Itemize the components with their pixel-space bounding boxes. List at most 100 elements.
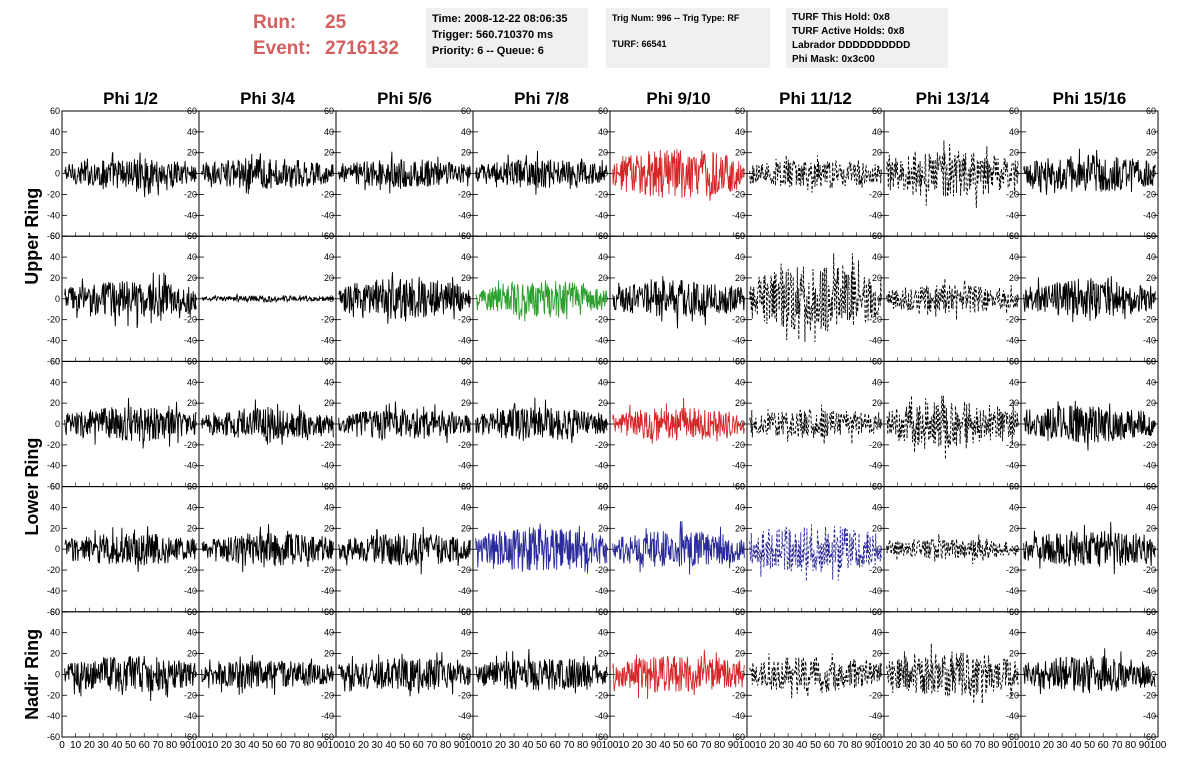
x-tick-label: 40 bbox=[1070, 740, 1082, 751]
y-tick-label: 60 bbox=[187, 607, 197, 617]
y-tick-label: 60 bbox=[872, 106, 882, 116]
y-tick-label: 40 bbox=[187, 127, 197, 137]
y-tick-label: -40 bbox=[321, 461, 334, 471]
x-tick-label: 80 bbox=[851, 740, 863, 751]
y-tick-label: 60 bbox=[50, 607, 60, 617]
waveform-trace bbox=[612, 276, 745, 329]
y-tick-label: 40 bbox=[735, 252, 745, 262]
y-tick-label: 60 bbox=[461, 482, 471, 492]
x-tick-label: 20 bbox=[84, 740, 96, 751]
waveform-trace bbox=[338, 271, 471, 324]
y-tick-label: 20 bbox=[1146, 649, 1156, 659]
y-tick-label: 60 bbox=[735, 231, 745, 241]
y-tick-label: -60 bbox=[47, 607, 60, 617]
waveform-trace bbox=[612, 149, 745, 201]
y-tick-label: -40 bbox=[869, 586, 882, 596]
y-tick-label: -20 bbox=[1006, 440, 1019, 450]
y-tick-label: 20 bbox=[1146, 148, 1156, 158]
y-tick-label: 20 bbox=[461, 649, 471, 659]
y-tick-label: 60 bbox=[598, 231, 608, 241]
y-tick-label: -20 bbox=[321, 565, 334, 575]
y-tick-label: -40 bbox=[595, 586, 608, 596]
turf-text: TURF: 66541 bbox=[612, 39, 667, 49]
x-tick-label: 70 bbox=[563, 740, 575, 751]
waveform-trace bbox=[886, 533, 1019, 565]
y-tick-label: 40 bbox=[461, 252, 471, 262]
x-tick-label: 40 bbox=[659, 740, 671, 751]
y-tick-label: -40 bbox=[184, 711, 197, 721]
waveform-trace bbox=[475, 523, 608, 574]
turf-info-box: TURF This Hold: 0x8 TURF Active Holds: 0… bbox=[786, 8, 948, 68]
column-title: Phi 5/6 bbox=[377, 89, 432, 108]
y-tick-label: 20 bbox=[1009, 649, 1019, 659]
x-tick-label: 60 bbox=[413, 740, 425, 751]
y-tick-label: -20 bbox=[1143, 565, 1156, 575]
y-tick-label: 20 bbox=[1009, 273, 1019, 283]
y-tick-label: 20 bbox=[50, 398, 60, 408]
y-tick-label: 40 bbox=[872, 252, 882, 262]
y-tick-label: 20 bbox=[324, 523, 334, 533]
y-tick-label: 40 bbox=[1146, 628, 1156, 638]
column-title: Phi 7/8 bbox=[514, 89, 569, 108]
waveform-trace bbox=[475, 397, 608, 444]
y-tick-label: -40 bbox=[869, 711, 882, 721]
waveform-trace bbox=[886, 395, 1019, 460]
x-tick-label: 90 bbox=[317, 740, 329, 751]
y-tick-label: -20 bbox=[184, 565, 197, 575]
y-tick-label: -20 bbox=[458, 440, 471, 450]
y-tick-label: 40 bbox=[461, 127, 471, 137]
x-tick-label: 10 bbox=[207, 740, 219, 751]
row-group-label: Nadir Ring bbox=[22, 629, 42, 720]
run-label: Run: bbox=[253, 12, 297, 33]
y-tick-label: -20 bbox=[321, 189, 334, 199]
x-tick-label: 10 bbox=[618, 740, 630, 751]
y-tick-label: 60 bbox=[1009, 356, 1019, 366]
x-tick-label: 0 bbox=[59, 740, 65, 751]
y-tick-label: -20 bbox=[869, 189, 882, 199]
waveform-trace bbox=[749, 253, 882, 343]
x-tick-label: 60 bbox=[139, 740, 151, 751]
y-tick-label: -20 bbox=[732, 315, 745, 325]
y-tick-label: -20 bbox=[47, 690, 60, 700]
y-tick-label: 40 bbox=[1009, 628, 1019, 638]
y-tick-label: -20 bbox=[47, 189, 60, 199]
y-tick-label: -20 bbox=[1143, 440, 1156, 450]
y-tick-label: 60 bbox=[1009, 482, 1019, 492]
trig-info-box: Trig Num: 996 -- Trig Type: RF TURF: 665… bbox=[606, 8, 770, 68]
y-tick-label: 20 bbox=[187, 523, 197, 533]
y-tick-label: -40 bbox=[458, 711, 471, 721]
y-tick-label: 60 bbox=[50, 482, 60, 492]
y-tick-label: -20 bbox=[595, 189, 608, 199]
y-tick-label: 40 bbox=[598, 252, 608, 262]
y-tick-label: 20 bbox=[598, 273, 608, 283]
waveform-trace bbox=[338, 401, 471, 444]
waveform-trace bbox=[201, 292, 334, 304]
y-tick-label: -40 bbox=[1006, 210, 1019, 220]
y-tick-label: -20 bbox=[869, 440, 882, 450]
y-tick-label: 20 bbox=[461, 273, 471, 283]
y-tick-label: 40 bbox=[1009, 252, 1019, 262]
x-tick-label: 40 bbox=[933, 740, 945, 751]
waveform-trace bbox=[64, 272, 197, 329]
column-title: Phi 15/16 bbox=[1053, 89, 1127, 108]
y-tick-label: 0 bbox=[1151, 669, 1156, 679]
y-tick-label: -20 bbox=[184, 189, 197, 199]
y-tick-label: 20 bbox=[598, 649, 608, 659]
y-tick-label: -40 bbox=[1143, 711, 1156, 721]
x-tick-label: 10 bbox=[755, 740, 767, 751]
y-tick-label: -60 bbox=[321, 732, 334, 742]
y-tick-label: -20 bbox=[732, 440, 745, 450]
x-tick-label: 20 bbox=[632, 740, 644, 751]
x-tick-label: 10 bbox=[70, 740, 82, 751]
y-tick-label: 40 bbox=[1146, 127, 1156, 137]
x-tick-label: 90 bbox=[728, 740, 740, 751]
y-tick-label: -20 bbox=[732, 565, 745, 575]
y-tick-label: 60 bbox=[598, 106, 608, 116]
waveform-trace bbox=[612, 397, 745, 444]
y-tick-label: -40 bbox=[595, 336, 608, 346]
y-tick-label: 60 bbox=[1009, 231, 1019, 241]
y-tick-label: 60 bbox=[187, 231, 197, 241]
y-tick-label: -20 bbox=[595, 440, 608, 450]
waveform-trace bbox=[749, 155, 882, 193]
